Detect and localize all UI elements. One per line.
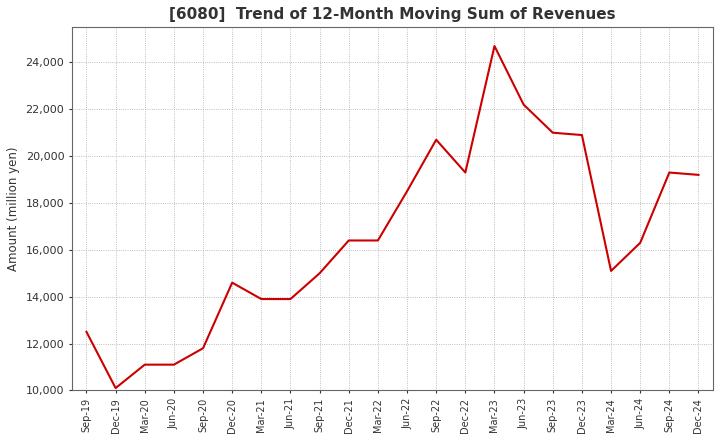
Title: [6080]  Trend of 12-Month Moving Sum of Revenues: [6080] Trend of 12-Month Moving Sum of R… xyxy=(169,7,616,22)
Y-axis label: Amount (million yen): Amount (million yen) xyxy=(7,147,20,271)
